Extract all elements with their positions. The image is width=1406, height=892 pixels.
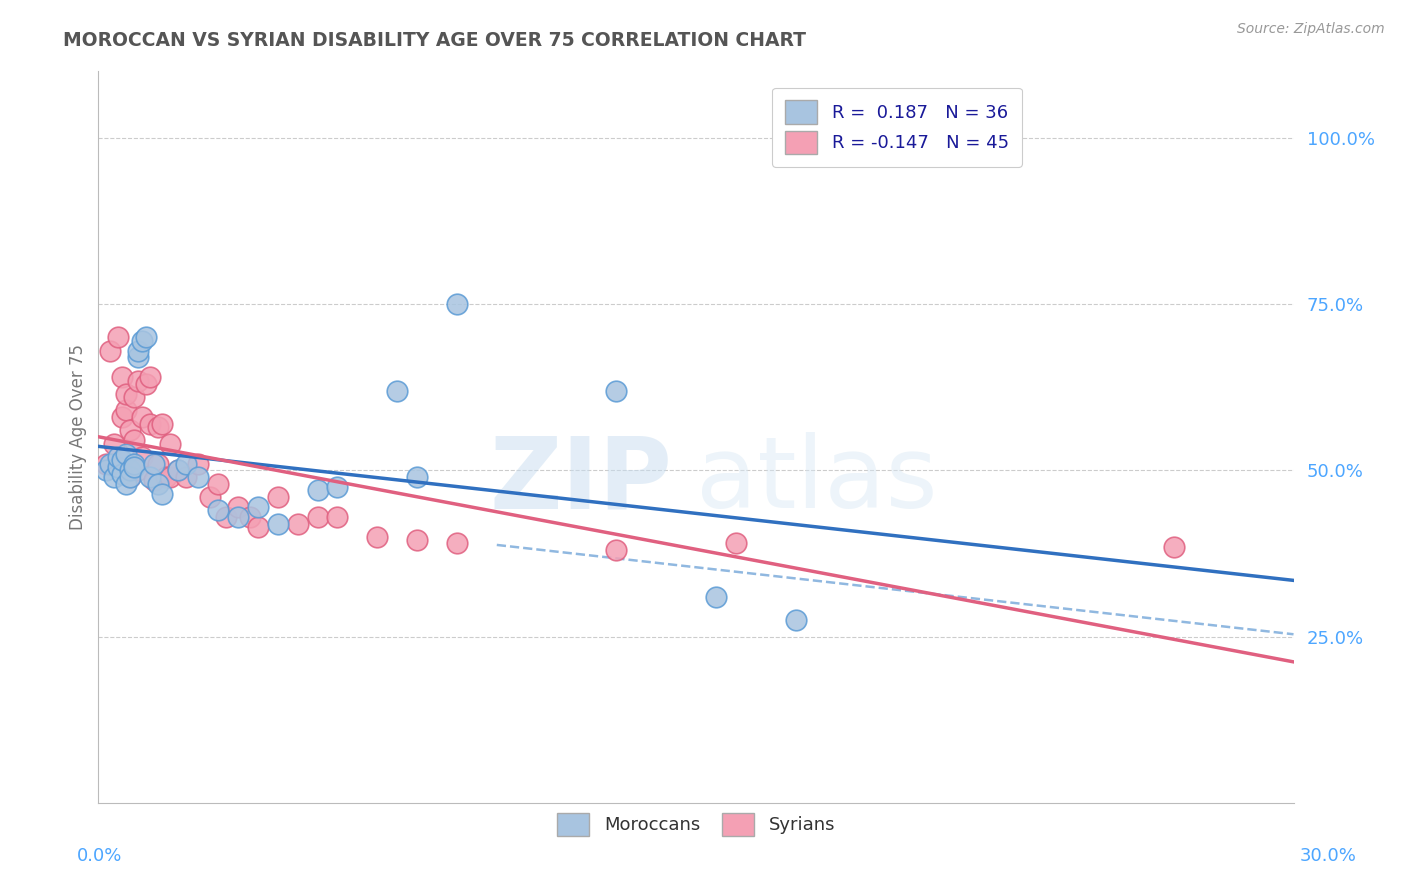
Point	[148, 420, 170, 434]
Point	[139, 470, 162, 484]
Point	[215, 509, 238, 524]
Point	[446, 297, 468, 311]
Text: ZIP: ZIP	[489, 433, 672, 530]
Point	[207, 503, 229, 517]
Point	[246, 500, 269, 514]
Point	[111, 453, 134, 467]
Point	[131, 410, 153, 425]
Point	[98, 343, 122, 358]
Point	[115, 447, 138, 461]
Text: atlas: atlas	[696, 433, 938, 530]
Point	[127, 343, 149, 358]
Point	[267, 516, 290, 531]
Point	[198, 490, 221, 504]
Point	[120, 470, 142, 484]
Point	[159, 436, 181, 450]
Point	[96, 457, 118, 471]
Point	[96, 463, 118, 477]
Point	[226, 500, 249, 514]
Point	[155, 470, 177, 484]
Point	[287, 516, 309, 531]
Point	[127, 374, 149, 388]
Point	[115, 387, 138, 401]
Point	[120, 470, 142, 484]
Point	[246, 520, 269, 534]
Point	[307, 509, 329, 524]
Legend: Moroccans, Syrians: Moroccans, Syrians	[544, 800, 848, 848]
Point	[120, 463, 142, 477]
Point	[111, 467, 134, 481]
Text: 30.0%: 30.0%	[1301, 847, 1357, 865]
Point	[107, 330, 129, 344]
Point	[167, 463, 190, 477]
Point	[326, 509, 349, 524]
Point	[135, 330, 157, 344]
Point	[127, 351, 149, 365]
Point	[127, 463, 149, 477]
Point	[150, 417, 173, 431]
Point	[148, 457, 170, 471]
Point	[139, 417, 162, 431]
Point	[187, 457, 209, 471]
Point	[139, 370, 162, 384]
Y-axis label: Disability Age Over 75: Disability Age Over 75	[69, 344, 87, 530]
Point	[111, 410, 134, 425]
Point	[103, 436, 125, 450]
Point	[704, 590, 727, 604]
Point	[446, 536, 468, 550]
Point	[143, 457, 166, 471]
Point	[406, 533, 429, 548]
Point	[120, 424, 142, 438]
Point	[366, 530, 388, 544]
Point	[724, 536, 747, 550]
Point	[107, 460, 129, 475]
Point	[115, 476, 138, 491]
Point	[167, 463, 190, 477]
Point	[785, 613, 807, 627]
Text: Source: ZipAtlas.com: Source: ZipAtlas.com	[1237, 22, 1385, 37]
Point	[103, 470, 125, 484]
Point	[124, 390, 146, 404]
Point	[131, 450, 153, 464]
Point	[207, 476, 229, 491]
Point	[605, 384, 627, 398]
Point	[1163, 540, 1185, 554]
Point	[326, 480, 349, 494]
Text: 0.0%: 0.0%	[77, 847, 122, 865]
Point	[385, 384, 409, 398]
Point	[143, 473, 166, 487]
Point	[239, 509, 262, 524]
Point	[124, 457, 146, 471]
Point	[267, 490, 290, 504]
Point	[307, 483, 329, 498]
Point	[98, 457, 122, 471]
Point	[115, 403, 138, 417]
Point	[174, 457, 197, 471]
Point	[226, 509, 249, 524]
Point	[174, 470, 197, 484]
Point	[605, 543, 627, 558]
Point	[406, 470, 429, 484]
Point	[124, 434, 146, 448]
Point	[111, 370, 134, 384]
Point	[187, 470, 209, 484]
Point	[135, 376, 157, 391]
Point	[150, 486, 173, 500]
Point	[107, 450, 129, 464]
Point	[159, 470, 181, 484]
Point	[148, 476, 170, 491]
Point	[124, 460, 146, 475]
Text: MOROCCAN VS SYRIAN DISABILITY AGE OVER 75 CORRELATION CHART: MOROCCAN VS SYRIAN DISABILITY AGE OVER 7…	[63, 31, 806, 50]
Point	[131, 334, 153, 348]
